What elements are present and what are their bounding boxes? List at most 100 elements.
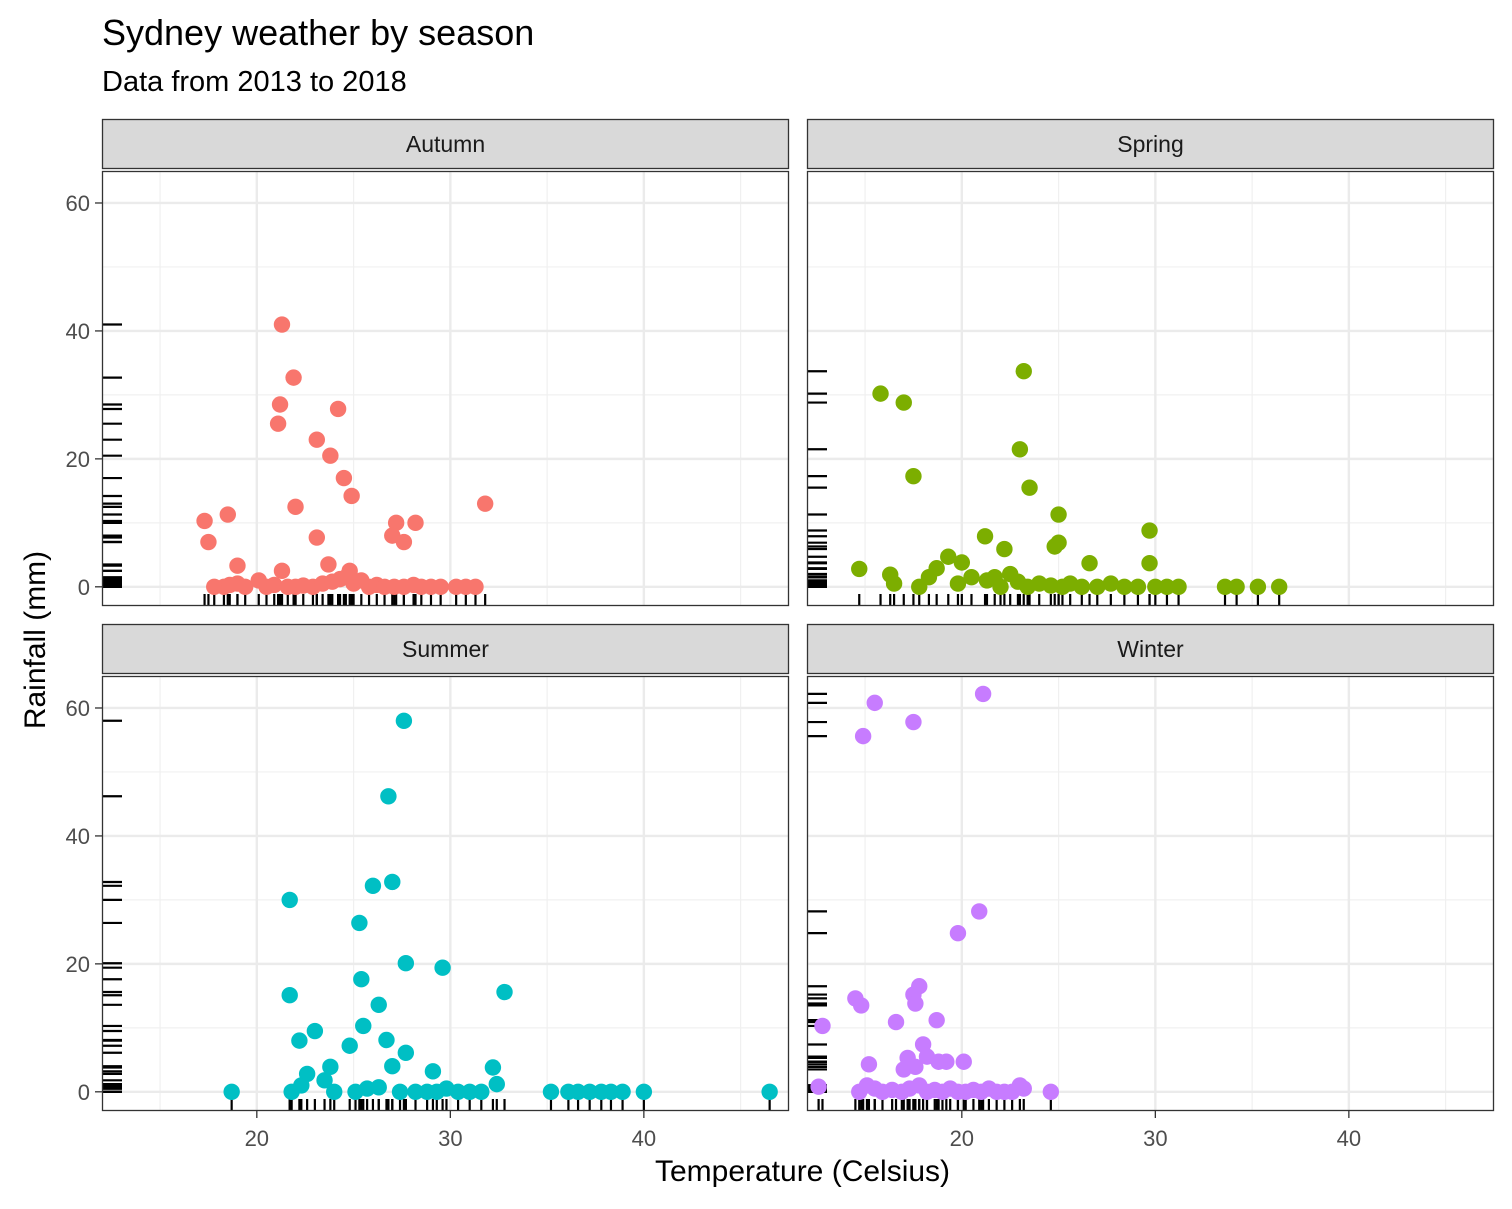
data-point — [378, 1031, 395, 1049]
data-point — [351, 914, 368, 932]
data-point — [866, 694, 883, 712]
data-point — [291, 1032, 308, 1049]
data-point — [355, 1017, 372, 1035]
facet-strip — [101, 118, 790, 170]
data-point — [387, 514, 405, 532]
data-point — [1129, 578, 1147, 596]
data-point — [905, 713, 922, 731]
data-point — [614, 1083, 631, 1101]
y-tick-label: 0 — [78, 1080, 90, 1105]
x-tick-label: 40 — [1337, 1126, 1361, 1151]
data-point — [1270, 578, 1288, 596]
data-point — [449, 1083, 467, 1101]
data-point — [281, 891, 298, 909]
data-point — [907, 995, 924, 1012]
data-point — [1141, 522, 1158, 539]
data-point — [1089, 578, 1106, 596]
data-point — [1102, 575, 1120, 592]
data-point — [905, 467, 922, 485]
chart-subtitle: Data from 2013 to 2018 — [102, 66, 407, 98]
data-point — [895, 394, 912, 411]
facet-panel-winter: Winter 20 30 40 — [806, 623, 1495, 1151]
data-point — [907, 1058, 924, 1076]
data-point — [1216, 578, 1234, 596]
data-point — [542, 1083, 560, 1101]
data-point — [391, 1083, 409, 1101]
data-point — [223, 1083, 240, 1101]
data-point — [395, 712, 413, 729]
data-point — [320, 556, 337, 573]
data-point — [940, 548, 957, 565]
data-point — [397, 955, 415, 972]
data-point — [395, 533, 413, 551]
data-point — [384, 1058, 401, 1075]
y-axis-title: Rainfall (mm) — [19, 550, 52, 730]
facet-strip — [806, 623, 1495, 675]
data-point — [461, 1083, 478, 1101]
panel-border — [101, 675, 790, 1112]
data-point — [1015, 363, 1032, 380]
data-point — [887, 1013, 905, 1031]
data-point — [237, 578, 254, 596]
y-tick-label: 60 — [66, 696, 90, 721]
data-point — [761, 1083, 778, 1101]
data-point — [326, 1083, 343, 1101]
data-point — [306, 1022, 324, 1040]
data-point — [384, 873, 401, 891]
data-point — [281, 987, 298, 1004]
data-point — [635, 1083, 653, 1101]
data-point — [370, 1079, 387, 1096]
data-point — [424, 1063, 442, 1080]
data-point — [1073, 578, 1091, 596]
data-point — [473, 1083, 490, 1101]
y-tick-label: 20 — [66, 447, 90, 472]
data-point — [851, 560, 868, 578]
data-point — [949, 924, 967, 942]
data-point — [1116, 578, 1133, 596]
x-axis-title: Temperature (Celsius) — [654, 1155, 951, 1188]
data-point — [602, 1083, 620, 1101]
data-point — [976, 528, 994, 545]
x-tick-label: 30 — [438, 1126, 462, 1151]
data-point — [219, 506, 236, 523]
data-point — [1081, 554, 1098, 572]
data-point — [434, 959, 451, 976]
data-point — [1011, 441, 1029, 458]
data-point — [467, 578, 484, 596]
data-point — [335, 469, 353, 487]
data-point — [1228, 578, 1245, 596]
facet-strip — [101, 623, 790, 675]
data-point — [488, 1075, 505, 1093]
data-point — [810, 1078, 827, 1095]
data-point — [1170, 578, 1187, 596]
data-point — [329, 400, 347, 418]
y-tick-label: 0 — [78, 575, 90, 600]
data-point — [963, 569, 980, 586]
data-point — [1042, 1083, 1060, 1101]
chart-title: Sydney weather by season — [102, 12, 535, 53]
data-point — [854, 727, 872, 745]
data-point — [308, 431, 326, 448]
data-point — [370, 996, 387, 1014]
data-point — [273, 562, 291, 580]
data-point — [872, 385, 889, 402]
data-point — [1021, 479, 1038, 496]
data-point — [885, 575, 903, 592]
data-point — [814, 1017, 831, 1035]
data-point — [1141, 554, 1158, 572]
data-point — [343, 487, 360, 505]
data-point — [1050, 534, 1067, 551]
data-point — [484, 1059, 502, 1076]
data-point — [569, 1083, 587, 1101]
data-point — [938, 1053, 955, 1070]
data-point — [200, 533, 217, 551]
data-point — [860, 1056, 878, 1073]
facet-panel-summer: Summer 0 20 40 60 20 30 40 — [66, 623, 790, 1151]
data-point — [581, 1083, 598, 1101]
data-point — [266, 576, 283, 594]
data-point — [1015, 1080, 1032, 1097]
data-point — [974, 685, 992, 703]
data-point — [407, 514, 424, 532]
y-tick-label: 40 — [66, 824, 90, 849]
data-point — [407, 1083, 424, 1101]
